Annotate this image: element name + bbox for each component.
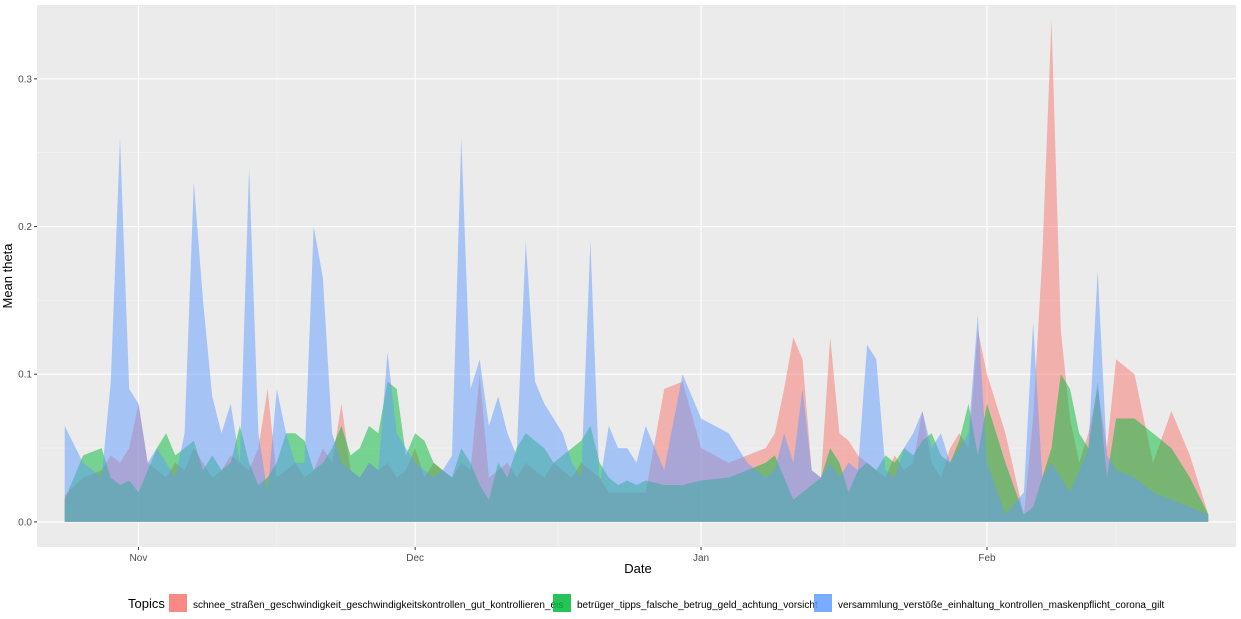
y-axis: 0.0 0.1 0.2 0.3 bbox=[18, 74, 37, 528]
legend-items: schnee_straßen_geschwindigkeit_geschwind… bbox=[169, 594, 1165, 612]
x-axis: Nov Dec Jan Feb bbox=[130, 547, 996, 564]
legend-label-1: schnee_straßen_geschwindigkeit_geschwind… bbox=[193, 600, 563, 611]
legend-key-1 bbox=[169, 594, 187, 612]
y-axis-title: Mean theta bbox=[0, 243, 15, 309]
y-tick-label: 0.0 bbox=[18, 517, 32, 528]
legend-title: Topics bbox=[128, 596, 165, 611]
legend-key-2 bbox=[553, 594, 571, 612]
y-tick-label: 0.1 bbox=[18, 370, 32, 381]
area-series-3 bbox=[64, 137, 1209, 522]
legend-label-3: versammlung_verstöße_einhaltung_kontroll… bbox=[838, 600, 1165, 611]
x-tick-label: Nov bbox=[130, 553, 148, 564]
legend-key-3 bbox=[814, 594, 832, 612]
x-axis-title: Date bbox=[624, 561, 651, 576]
legend-label-2: betrüger_tipps_falsche_betrug_geld_achtu… bbox=[577, 600, 818, 611]
x-tick-label: Feb bbox=[978, 553, 996, 564]
legend: Topics schnee_straßen_geschwindigkeit_ge… bbox=[128, 594, 1165, 612]
y-tick-label: 0.2 bbox=[18, 222, 32, 233]
x-tick-label: Jan bbox=[693, 553, 709, 564]
x-tick-label: Dec bbox=[406, 553, 424, 564]
area-series bbox=[64, 19, 1209, 522]
y-tick-label: 0.3 bbox=[18, 74, 32, 85]
